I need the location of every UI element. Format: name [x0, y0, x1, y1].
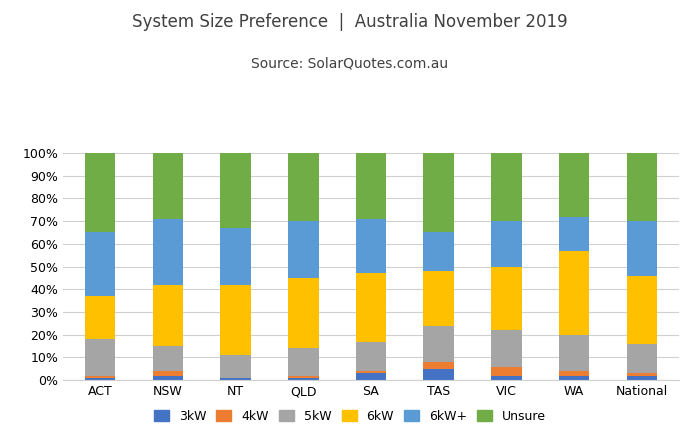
Bar — [626, 153, 657, 221]
Bar — [424, 153, 454, 232]
Text: System Size Preference  |  Australia November 2019: System Size Preference | Australia Novem… — [132, 13, 568, 31]
Bar — [626, 344, 657, 373]
Bar — [288, 278, 318, 348]
Bar — [220, 285, 251, 355]
Bar — [559, 251, 589, 335]
Bar — [424, 326, 454, 362]
Bar — [356, 373, 386, 380]
Bar — [288, 378, 318, 380]
Bar — [220, 355, 251, 378]
Bar — [153, 371, 183, 376]
Bar — [559, 376, 589, 380]
Bar — [153, 376, 183, 380]
Bar — [356, 153, 386, 219]
Legend: 3kW, 4kW, 5kW, 6kW, 6kW+, Unsure: 3kW, 4kW, 5kW, 6kW, 6kW+, Unsure — [150, 406, 550, 427]
Bar — [491, 153, 522, 221]
Bar — [626, 221, 657, 276]
Bar — [288, 221, 318, 278]
Bar — [559, 335, 589, 371]
Bar — [153, 346, 183, 371]
Text: Source: SolarQuotes.com.au: Source: SolarQuotes.com.au — [251, 57, 449, 71]
Bar — [424, 271, 454, 326]
Bar — [559, 371, 589, 376]
Bar — [356, 342, 386, 371]
Bar — [491, 367, 522, 376]
Bar — [356, 274, 386, 342]
Bar — [424, 369, 454, 380]
Bar — [491, 376, 522, 380]
Bar — [356, 371, 386, 373]
Bar — [220, 228, 251, 285]
Bar — [288, 153, 318, 221]
Bar — [491, 330, 522, 367]
Bar — [85, 378, 116, 380]
Bar — [288, 348, 318, 376]
Bar — [85, 232, 116, 296]
Bar — [424, 362, 454, 369]
Bar — [559, 153, 589, 217]
Bar — [491, 267, 522, 330]
Bar — [153, 285, 183, 346]
Bar — [424, 232, 454, 271]
Bar — [626, 376, 657, 380]
Bar — [626, 373, 657, 376]
Bar — [559, 217, 589, 251]
Bar — [491, 221, 522, 267]
Bar — [220, 378, 251, 380]
Bar — [288, 376, 318, 378]
Bar — [153, 153, 183, 219]
Bar — [85, 339, 116, 376]
Bar — [220, 153, 251, 228]
Bar — [85, 376, 116, 378]
Bar — [85, 153, 116, 232]
Bar — [85, 296, 116, 339]
Bar — [153, 219, 183, 285]
Bar — [626, 276, 657, 344]
Bar — [356, 219, 386, 274]
